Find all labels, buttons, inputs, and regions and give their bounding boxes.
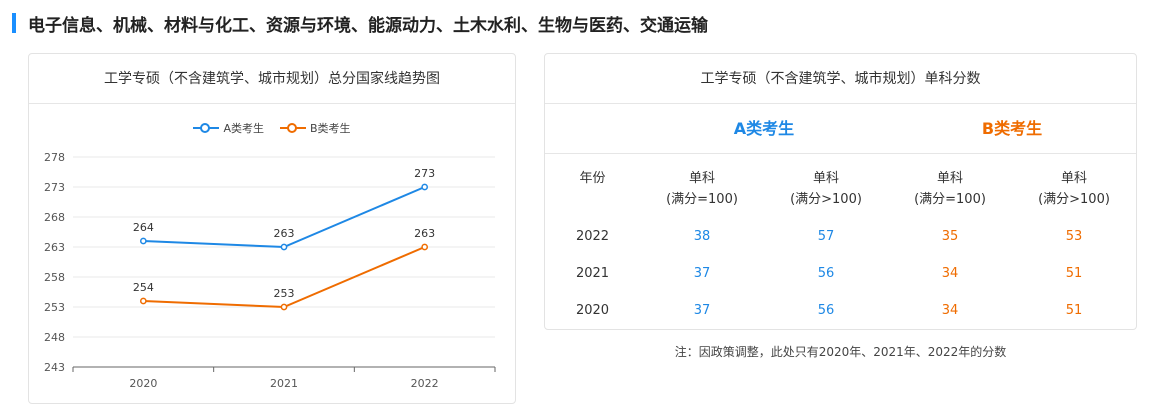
group-a-label: A类考生	[733, 119, 795, 138]
legend-swatch-b	[279, 123, 306, 133]
row-year: 2022	[575, 229, 610, 244]
cell-b1: 34	[941, 303, 959, 318]
policy-note: 注：因政策调整，此处只有2020年、2021年、2022年的分数	[674, 345, 1007, 359]
x-tick-label: 2021	[270, 377, 298, 390]
data-point	[280, 303, 288, 311]
cell-a2: 56	[817, 266, 835, 281]
col-header-b1: 单科 (满分=100)	[914, 171, 986, 207]
col-header-a2: 单科 (满分>100)	[790, 171, 862, 207]
table-header-row: 年份 单科 (满分=100) 单科 (满分>100) 单科 (满分=100) 单科 (满…	[545, 154, 1136, 218]
score-table-card: 工学专硕（不含建筑学、城市规划）单科分数 A类考生 B类考生 年份 单科 (满分=…	[544, 53, 1137, 330]
x-tick-label: 2020	[129, 377, 157, 390]
cell-b1: 35	[941, 229, 959, 244]
data-label: 263	[414, 227, 435, 240]
data-point	[421, 183, 429, 191]
score-table: 年份 单科 (满分=100) 单科 (满分>100) 单科 (满分=100) 单科 (满…	[545, 154, 1136, 329]
table-row: 2021 37 56 34 51	[545, 255, 1136, 292]
legend-item-a[interactable]: A类考生	[193, 120, 264, 136]
row-year: 2021	[575, 266, 610, 281]
data-label: 264	[133, 221, 154, 234]
score-table-title: 工学专硕（不含建筑学、城市规划）单科分数	[545, 54, 1136, 104]
cell-a1: 37	[693, 266, 711, 281]
section-title: 电子信息、机械、材料与化工、资源与环境、能源动力、土木水利、生物与医药、交通运输	[28, 15, 708, 36]
y-tick-label: 268	[44, 211, 65, 224]
legend-swatch-a	[193, 123, 220, 133]
data-point	[139, 297, 147, 305]
cell-a1: 37	[693, 303, 711, 318]
section-header: 电子信息、机械、材料与化工、资源与环境、能源动力、土木水利、生物与医药、交通运输	[12, 12, 708, 36]
cell-b2: 51	[1065, 303, 1083, 318]
legend-label-a: A类考生	[223, 122, 264, 135]
trend-chart-title: 工学专硕（不含建筑学、城市规划）总分国家线趋势图	[29, 54, 515, 104]
data-label: 273	[414, 167, 435, 180]
cell-b2: 51	[1065, 266, 1083, 281]
legend-item-b[interactable]: B类考生	[279, 120, 351, 136]
table-row: 2022 38 57 35 53	[545, 218, 1136, 255]
section-accent-bar	[12, 13, 16, 33]
data-label: 263	[274, 227, 295, 240]
y-tick-label: 258	[44, 271, 65, 284]
cell-b1: 34	[941, 266, 959, 281]
x-tick-label: 2022	[411, 377, 439, 390]
data-label: 253	[274, 287, 295, 300]
data-point	[139, 237, 147, 245]
y-tick-label: 253	[44, 301, 65, 314]
legend-label-b: B类考生	[309, 122, 351, 135]
trend-line-chart: 243 248 253 258 263 268 273 278 2020 2021 2022 264 2…	[44, 151, 496, 390]
cell-b2: 53	[1065, 229, 1083, 244]
group-header: A类考生 B类考生	[545, 104, 1136, 154]
y-tick-label: 273	[44, 181, 65, 194]
data-point	[421, 243, 429, 251]
chart-legend: A类考生 B类考生	[29, 120, 515, 136]
col-header-year: 年份	[579, 171, 606, 186]
cell-a1: 38	[693, 229, 711, 244]
data-label: 254	[133, 281, 154, 294]
group-b-label: B类考生	[981, 119, 1043, 138]
y-tick-label: 263	[44, 241, 65, 254]
cell-a2: 56	[817, 303, 835, 318]
cell-a2: 57	[817, 229, 835, 244]
col-header-b2: 单科 (满分>100)	[1038, 171, 1110, 207]
trend-chart-card: 工学专硕（不含建筑学、城市规划）总分国家线趋势图 A类考生 B类考生 243 24…	[28, 53, 516, 404]
table-row: 2020 37 56 34 51	[545, 292, 1136, 329]
row-year: 2020	[575, 303, 610, 318]
data-point	[280, 243, 288, 251]
col-header-a1: 单科 (满分=100)	[666, 171, 738, 207]
y-tick-label: 243	[44, 361, 65, 374]
y-tick-label: 278	[44, 151, 65, 164]
y-tick-label: 248	[44, 331, 65, 344]
